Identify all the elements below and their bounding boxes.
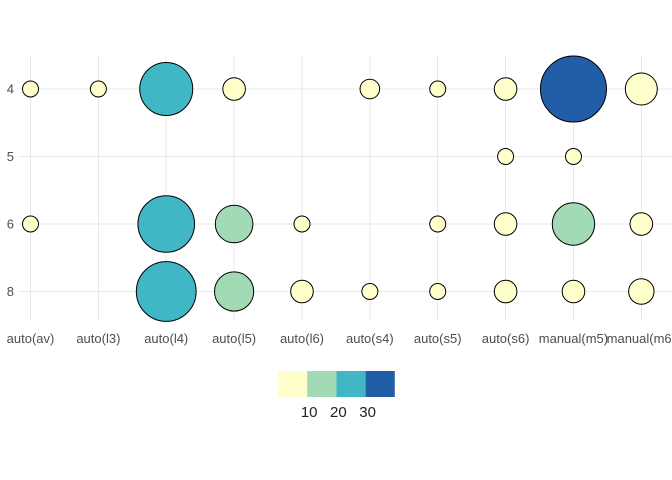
bubble-auto(s6)-cyl5 [497,148,515,165]
bubble-auto(s4)-cyl4 [359,78,381,100]
legend-tick-label-10: 10 [301,404,318,421]
bubble-auto(l5)-cyl8 [214,271,255,312]
bubble-auto(s5)-cyl8 [429,283,447,300]
bubble-auto(s5)-cyl4 [429,80,447,98]
bubble-manual(m5)-cyl8 [561,279,586,304]
bubble-manual(m6)-cyl6 [629,212,654,236]
x-tick-label-manual(m5): manual(m5) [539,331,608,346]
legend-swatch-1 [278,371,308,397]
bubble-auto(l4)-cyl4 [139,62,194,116]
y-tick-label-5: 5 [7,149,14,164]
legend-swatch-2 [307,371,337,397]
bubble-manual(m6)-cyl8 [628,278,655,305]
bubble-manual(m5)-cyl5 [564,148,582,165]
bubble-auto(l3)-cyl4 [89,80,107,98]
bubble-auto(s6)-cyl6 [493,212,518,236]
legend-tick-label-30: 30 [359,404,376,421]
x-tick-label-auto(s5): auto(s5) [414,331,462,346]
x-tick-label-auto(l3): auto(l3) [76,331,120,346]
x-tick-label-manual(m6): manual(m6) [607,331,672,346]
bubble-auto(av)-cyl6 [22,215,39,233]
bubble-auto(s4)-cyl8 [361,283,379,300]
bubble-auto(l6)-cyl8 [290,279,314,304]
legend-swatch-3 [336,371,366,397]
x-tick-label-auto(av): auto(av) [7,331,55,346]
y-tick-label-8: 8 [7,284,14,299]
bubble-auto(l5)-cyl4 [222,77,246,101]
bubble-manual(m6)-cyl4 [624,72,658,106]
bubble-manual(m5)-cyl6 [551,202,596,246]
x-tick-label-auto(l6): auto(l6) [280,331,324,346]
x-tick-label-auto(l5): auto(l5) [212,331,256,346]
x-tick-label-auto(s6): auto(s6) [482,331,530,346]
y-tick-label-4: 4 [7,82,14,97]
bubble-auto(l4)-cyl8 [135,261,197,322]
legend-swatch-4 [365,371,395,397]
bubble-auto(l5)-cyl6 [214,204,254,244]
bubble-manual(m5)-cyl4 [539,55,607,123]
x-tick-label-auto(l4): auto(l4) [144,331,188,346]
bubble-auto(s6)-cyl8 [493,279,518,304]
bubble-auto(l4)-cyl6 [137,195,196,253]
bubble-auto(av)-cyl4 [22,80,39,98]
bubble-auto(s6)-cyl4 [493,77,518,101]
y-tick-label-6: 6 [7,217,14,232]
legend-tick-label-20: 20 [330,404,347,421]
x-tick-label-auto(s4): auto(s4) [346,331,394,346]
bubble-auto(l6)-cyl6 [293,215,311,233]
bubble-auto(s5)-cyl6 [429,215,447,233]
